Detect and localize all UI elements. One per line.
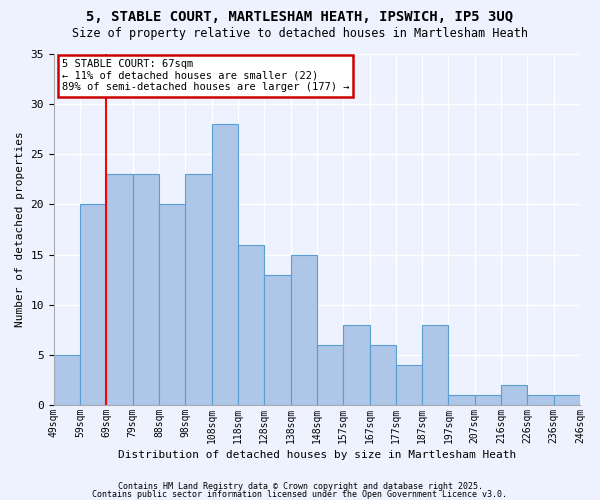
Bar (317, 345, 343, 405)
Bar (554, 395, 580, 405)
Bar (370, 345, 396, 405)
Bar (238, 244, 264, 405)
Bar (290, 254, 317, 405)
Bar (133, 174, 159, 405)
Bar (80, 204, 106, 405)
Bar (343, 325, 370, 405)
Bar (475, 395, 501, 405)
Bar (185, 174, 212, 405)
Text: Contains public sector information licensed under the Open Government Licence v3: Contains public sector information licen… (92, 490, 508, 499)
Bar (527, 395, 554, 405)
X-axis label: Distribution of detached houses by size in Martlesham Heath: Distribution of detached houses by size … (118, 450, 516, 460)
Text: 5, STABLE COURT, MARTLESHAM HEATH, IPSWICH, IP5 3UQ: 5, STABLE COURT, MARTLESHAM HEATH, IPSWI… (86, 10, 514, 24)
Bar (159, 204, 185, 405)
Text: 5 STABLE COURT: 67sqm
← 11% of detached houses are smaller (22)
89% of semi-deta: 5 STABLE COURT: 67sqm ← 11% of detached … (62, 60, 349, 92)
Bar (501, 385, 527, 405)
Bar (212, 124, 238, 405)
Bar (396, 365, 422, 405)
Text: Size of property relative to detached houses in Martlesham Heath: Size of property relative to detached ho… (72, 28, 528, 40)
Bar (106, 174, 133, 405)
Bar (422, 325, 448, 405)
Text: Contains HM Land Registry data © Crown copyright and database right 2025.: Contains HM Land Registry data © Crown c… (118, 482, 482, 491)
Bar (264, 274, 290, 405)
Bar (54, 355, 80, 405)
Y-axis label: Number of detached properties: Number of detached properties (15, 132, 25, 328)
Bar (448, 395, 475, 405)
